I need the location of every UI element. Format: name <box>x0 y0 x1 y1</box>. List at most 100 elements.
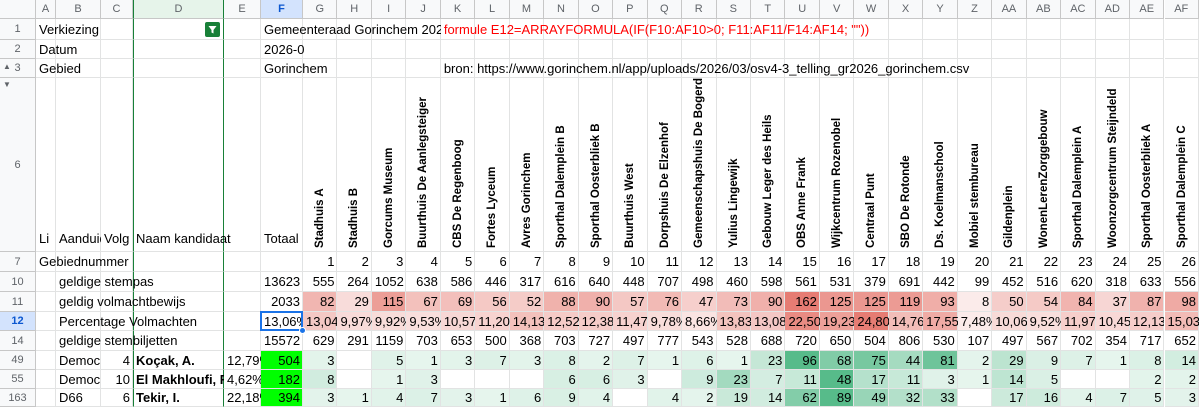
cell[interactable] <box>56 78 101 252</box>
cell[interactable] <box>992 272 1027 292</box>
cell[interactable] <box>923 292 958 312</box>
cell[interactable] <box>1164 312 1199 331</box>
cell[interactable] <box>440 19 476 40</box>
cell[interactable] <box>509 59 545 78</box>
cell[interactable] <box>613 19 648 40</box>
cell[interactable] <box>303 59 338 78</box>
cell[interactable] <box>224 370 261 389</box>
cell[interactable] <box>1164 78 1199 252</box>
cell[interactable] <box>1061 312 1096 331</box>
cell[interactable] <box>923 78 958 252</box>
cell[interactable] <box>1095 272 1131 292</box>
column-header[interactable]: AF <box>1164 0 1199 19</box>
cell[interactable] <box>647 351 683 370</box>
column-header[interactable]: F <box>261 0 303 19</box>
cell[interactable] <box>224 40 261 59</box>
cell[interactable] <box>578 351 614 370</box>
cell[interactable] <box>509 370 545 389</box>
cell[interactable] <box>716 40 751 59</box>
cell[interactable] <box>1026 40 1062 59</box>
cell[interactable] <box>819 78 855 252</box>
cell[interactable] <box>819 272 855 292</box>
cell[interactable] <box>785 292 820 312</box>
cell[interactable] <box>475 59 510 78</box>
cell[interactable] <box>475 78 510 252</box>
cell[interactable] <box>1095 252 1131 272</box>
cell[interactable] <box>682 312 717 331</box>
cell[interactable] <box>509 331 545 351</box>
column-header[interactable]: AB <box>1026 0 1062 19</box>
cell[interactable] <box>957 252 993 272</box>
row-header[interactable]: 2 <box>0 40 36 59</box>
cell[interactable] <box>682 78 717 252</box>
column-header[interactable]: A <box>36 0 56 19</box>
cell[interactable] <box>36 272 56 292</box>
cell[interactable] <box>101 78 133 252</box>
column-header[interactable]: Q <box>647 0 683 19</box>
cell[interactable] <box>475 370 510 389</box>
cell[interactable] <box>888 351 924 370</box>
cell[interactable] <box>475 331 510 351</box>
cell[interactable] <box>613 40 648 59</box>
cell[interactable] <box>1026 19 1062 40</box>
cell[interactable] <box>1130 292 1165 312</box>
cell[interactable] <box>224 331 261 351</box>
cell[interactable] <box>371 19 407 40</box>
cell[interactable] <box>224 78 261 252</box>
cell[interactable] <box>1130 370 1165 389</box>
cell[interactable] <box>957 331 993 351</box>
cell[interactable] <box>406 351 441 370</box>
cell[interactable] <box>992 331 1027 351</box>
cell[interactable] <box>440 370 476 389</box>
cell[interactable] <box>224 272 261 292</box>
cell[interactable] <box>854 252 889 272</box>
cell[interactable] <box>544 331 579 351</box>
cell[interactable] <box>785 59 820 78</box>
cell[interactable] <box>682 292 717 312</box>
column-header[interactable]: AC <box>1061 0 1096 19</box>
cell[interactable] <box>613 252 648 272</box>
cell[interactable] <box>337 252 372 272</box>
cell[interactable] <box>957 59 993 78</box>
cell[interactable] <box>1164 40 1199 59</box>
cell[interactable] <box>475 351 510 370</box>
cell[interactable] <box>261 59 303 78</box>
cell[interactable] <box>337 272 372 292</box>
cell[interactable] <box>56 252 101 272</box>
column-header[interactable]: W <box>854 0 889 19</box>
cell[interactable] <box>923 370 958 389</box>
cell[interactable] <box>957 78 993 252</box>
cell[interactable] <box>578 370 614 389</box>
cell[interactable] <box>133 331 224 351</box>
cell[interactable] <box>36 370 56 389</box>
cell[interactable] <box>578 19 614 40</box>
column-header[interactable]: N <box>544 0 579 19</box>
row-header[interactable]: 6 <box>0 78 36 252</box>
cell[interactable] <box>475 312 510 331</box>
cell[interactable] <box>716 78 751 252</box>
cell[interactable] <box>440 78 476 252</box>
filter-icon[interactable] <box>205 22 220 37</box>
cell[interactable] <box>133 272 224 292</box>
cell[interactable] <box>1164 19 1199 40</box>
cell[interactable] <box>613 312 648 331</box>
cell[interactable] <box>509 292 545 312</box>
cell[interactable] <box>1061 40 1096 59</box>
cell[interactable] <box>36 19 56 40</box>
cell[interactable] <box>303 40 338 59</box>
cell[interactable] <box>440 312 476 331</box>
cell[interactable] <box>261 272 303 292</box>
cell[interactable] <box>1061 252 1096 272</box>
cell[interactable] <box>1061 292 1096 312</box>
cell[interactable] <box>544 370 579 389</box>
cell[interactable] <box>101 19 133 40</box>
cell[interactable] <box>406 252 441 272</box>
cell[interactable] <box>1130 351 1165 370</box>
cell[interactable] <box>888 370 924 389</box>
cell[interactable] <box>647 312 683 331</box>
cell[interactable] <box>36 389 56 407</box>
row-header[interactable]: 49 <box>0 351 36 370</box>
cell[interactable] <box>647 292 683 312</box>
cell[interactable] <box>854 19 889 40</box>
cell[interactable] <box>888 252 924 272</box>
